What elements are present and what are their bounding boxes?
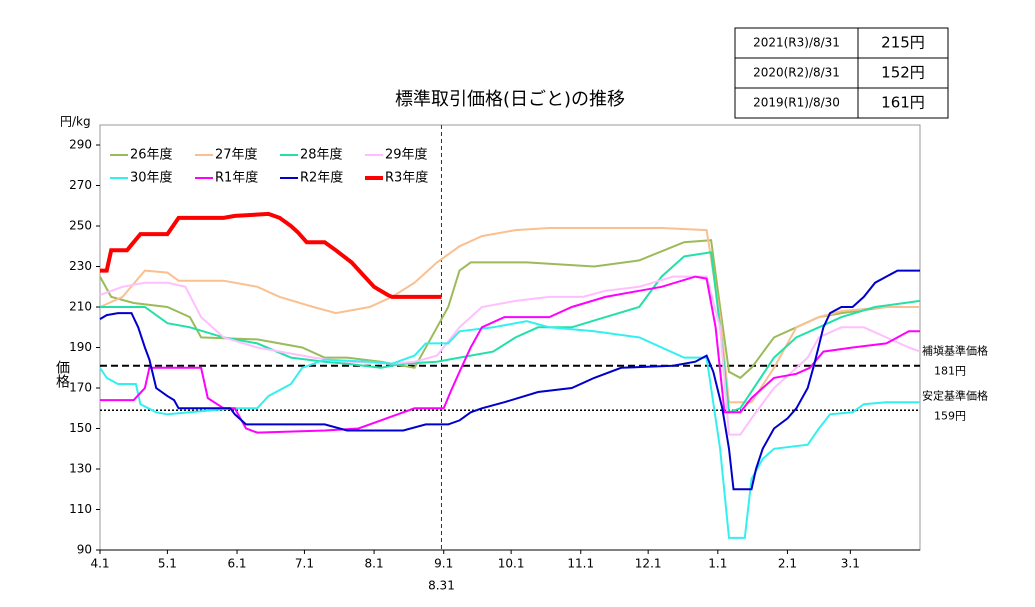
y-tick-label: 290 [69,138,92,152]
legend-label: R3年度 [385,170,428,186]
reference-label: 安定基準価格 [922,388,988,402]
legend-label: 28年度 [300,147,343,163]
reference-value: 181円 [934,365,966,378]
y-tick-label: 90 [77,543,92,557]
y-tick-label: 250 [69,219,92,233]
table-text: 152円 [881,64,925,82]
legend-label: R1年度 [215,170,258,186]
series-line [99,269,920,491]
reference-value: 159円 [934,409,966,422]
legend-label: 26年度 [130,147,173,163]
table-cell [734,87,859,119]
y-unit: 円/kg [60,115,91,129]
x-tick-label: 9.1 [434,557,453,571]
x-tick-label: 8.1 [365,557,384,571]
series-line [99,239,920,380]
table-cell [857,57,949,89]
series-line [100,275,920,434]
reference-label: 補塡基準価格 [922,344,988,358]
series-line [99,275,921,436]
x-tick-label: 11.1 [567,557,594,571]
table-text: 161円 [881,94,925,112]
x-tick-label: 10.1 [498,557,525,571]
y-axis-label: 価格 [54,360,70,388]
x-tick-label: 1.1 [708,557,727,571]
legend-label: 29年度 [385,147,428,163]
y-tick-label: 150 [69,421,92,435]
x-tick-label: 5.1 [158,557,177,571]
y-tick-label: 170 [69,381,92,395]
legend-label: 27年度 [215,147,258,163]
marker-label: 8.31 [428,579,455,593]
series-line [99,227,920,404]
x-tick-label: 6.1 [227,557,246,571]
table-text: 2020(R2)/8/31 [753,66,840,80]
legend-label: 30年度 [130,170,173,186]
y-tick-label: 110 [69,502,92,516]
series-line [100,251,921,414]
table-cell [857,27,949,59]
series-line [100,211,442,299]
y-tick-label: 190 [69,340,92,354]
x-tick-label: 7.1 [295,557,314,571]
y-tick-label: 210 [69,300,92,314]
x-tick-label: 3.1 [841,557,860,571]
table-text: 2021(R3)/8/31 [753,36,840,50]
series-line [99,320,920,539]
y-tick-label: 270 [69,178,92,192]
table-text: 215円 [881,34,925,52]
x-tick-label: 12.1 [635,557,662,571]
x-tick-label: 4.1 [90,557,109,571]
y-tick-label: 230 [69,259,92,273]
legend-label: R2年度 [300,170,343,186]
table-cell [857,87,949,119]
y-tick-label: 130 [69,462,92,476]
chart-title: 標準取引価格(日ごと)の推移 [395,89,625,110]
x-tick-label: 2.1 [778,557,797,571]
table-text: 2019(R1)/8/30 [753,96,840,110]
table-cell [734,27,859,59]
